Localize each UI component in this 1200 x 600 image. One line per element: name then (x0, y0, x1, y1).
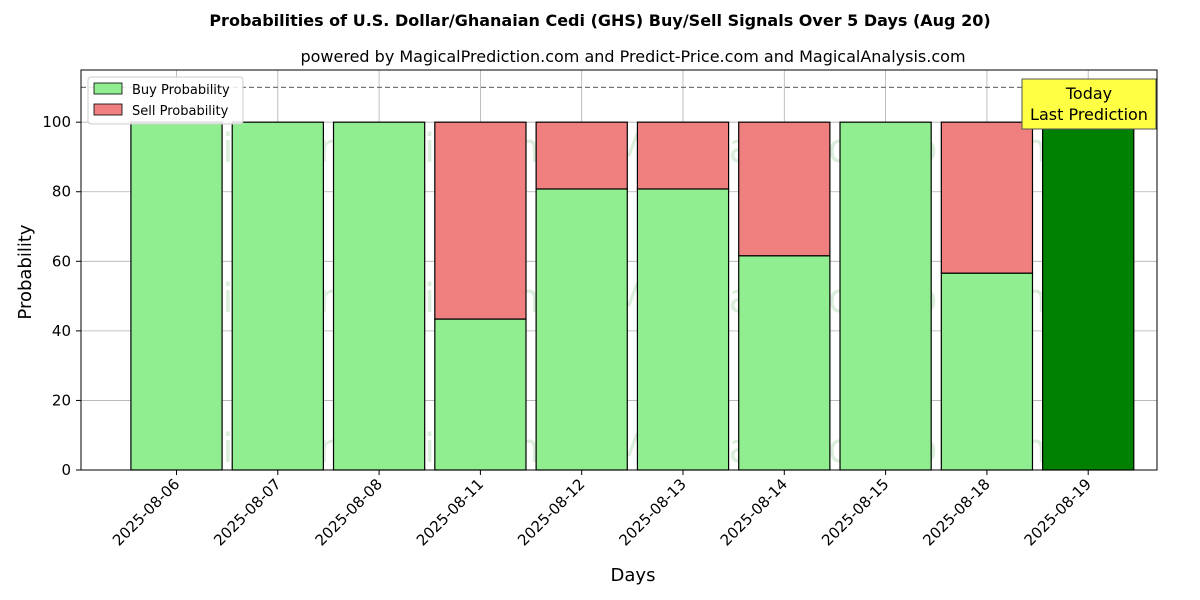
bar-sell (636, 121, 730, 190)
x-axis-ticks: 2025-08-06 2025-08-07 2025-08-08 2025-08-11… (109, 470, 1095, 549)
today-annotation-line1: Today (1065, 84, 1112, 103)
chart-title: Probabilities of U.S. Dollar/Ghanaian Ce… (209, 11, 990, 30)
bar-buy (130, 121, 223, 471)
y-tick-label: 60 (52, 252, 71, 270)
bar-buy (636, 188, 730, 471)
today-annotation: Today Last Prediction (1021, 78, 1157, 130)
x-tick-label: 2025-08-18 (919, 475, 993, 549)
bar-buy (434, 318, 527, 471)
y-tick-label: 40 (52, 322, 71, 340)
x-tick-label: 2025-08-15 (818, 475, 892, 549)
bar-buy (839, 121, 932, 471)
x-tick-label: 2025-08-07 (210, 475, 284, 549)
legend: Buy Probability Sell Probability (87, 76, 244, 125)
bar-sell (535, 121, 628, 190)
bar-buy (332, 121, 426, 471)
bar-buy (231, 121, 324, 471)
legend-label-buy: Buy Probability (132, 83, 230, 98)
y-tick-label: 0 (61, 461, 71, 479)
x-axis-label: Days (611, 565, 656, 586)
x-tick-label: 2025-08-08 (312, 475, 386, 549)
legend-box (87, 76, 244, 125)
x-tick-label: 2025-08-13 (615, 475, 689, 549)
legend-label-sell: Sell Probability (132, 104, 229, 119)
bars (130, 121, 1135, 471)
y-axis-label: Probability (15, 224, 36, 319)
plot-frame (80, 69, 1158, 471)
x-tick-label: 2025-08-06 (109, 475, 183, 549)
y-axis-ticks: 0 20 40 60 80 100 (42, 113, 81, 479)
chart-subtitle: powered by MagicalPrediction.com and Pre… (300, 47, 965, 66)
bar-sell (940, 121, 1034, 274)
today-annotation-box (1021, 78, 1157, 130)
today-annotation-line2: Last Prediction (1030, 105, 1148, 124)
y-tick-label: 100 (42, 113, 71, 131)
bar-buy (535, 188, 628, 471)
bar-sell (434, 121, 527, 320)
bar-buy (1042, 121, 1135, 471)
x-tick-label: 2025-08-12 (514, 475, 588, 549)
bar-sell (738, 121, 831, 257)
bar-buy (940, 272, 1034, 471)
x-tick-label: 2025-08-19 (1021, 475, 1095, 549)
x-tick-label: 2025-08-14 (717, 475, 791, 549)
legend-swatch-sell (93, 103, 123, 116)
bar-buy (738, 255, 831, 471)
y-tick-label: 20 (52, 391, 71, 409)
legend-swatch-buy (93, 82, 123, 95)
y-tick-label: 80 (52, 183, 71, 201)
x-tick-label: 2025-08-11 (413, 475, 487, 549)
